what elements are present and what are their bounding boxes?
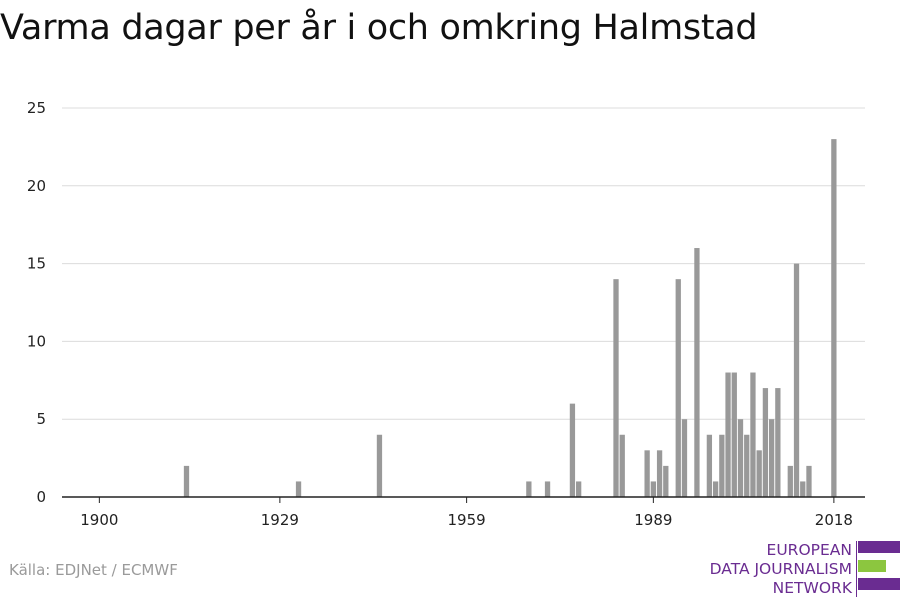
y-tick-label: 25 (27, 99, 46, 117)
bar (650, 481, 657, 497)
x-tick-label: 1929 (261, 511, 299, 529)
bar (675, 279, 681, 497)
y-tick-label: 5 (36, 410, 46, 428)
bar (569, 403, 576, 497)
y-tick-label: 20 (27, 177, 46, 195)
logo-line-1: EUROPEAN (766, 541, 852, 559)
x-axis (62, 496, 865, 503)
bar (681, 419, 688, 497)
bar (295, 481, 302, 497)
x-tick-label: 1989 (634, 511, 672, 529)
bar (762, 388, 769, 497)
y-tick-label: 0 (36, 488, 46, 506)
bar (183, 465, 190, 497)
x-axis-tick-labels: 1900 1929 1959 1989 2018 (80, 511, 853, 529)
bar (775, 388, 781, 497)
y-tick-label: 15 (27, 255, 46, 273)
y-tick-label: 10 (27, 332, 46, 350)
logo-line-3: NETWORK (772, 579, 852, 597)
bar (656, 450, 663, 497)
bar (744, 434, 750, 497)
bar (694, 248, 700, 497)
bar (768, 419, 775, 497)
logo-bar-top (858, 541, 900, 553)
bar (613, 279, 619, 497)
bar (806, 465, 812, 497)
gridlines (62, 107, 865, 420)
bar (376, 434, 383, 497)
bar (831, 139, 837, 497)
bar (663, 465, 669, 497)
chart-title: Varma dagar per år i och omkring Halmsta… (0, 8, 758, 48)
bar (756, 450, 762, 497)
logo-text: EUROPEAN DATA JOURNALISM NETWORK (710, 541, 852, 598)
bar (706, 434, 713, 497)
logo-bar-middle (858, 560, 900, 572)
logo-divider (856, 541, 857, 597)
edjnet-logo[interactable]: EUROPEAN DATA JOURNALISM NETWORK (700, 541, 900, 597)
bar (737, 419, 744, 497)
x-tick-label: 2018 (815, 511, 853, 529)
bar (644, 450, 650, 497)
y-axis-tick-labels: 0 5 10 15 20 25 (27, 99, 46, 506)
bar (750, 372, 756, 497)
x-tick-label: 1959 (448, 511, 486, 529)
bar (619, 434, 625, 497)
bar (725, 372, 731, 497)
bar (712, 481, 719, 497)
bar (576, 481, 582, 497)
bar (731, 372, 737, 497)
logo-line-2: DATA JOURNALISM (709, 560, 852, 578)
bar (793, 263, 800, 497)
bar (800, 481, 806, 497)
bar (719, 434, 725, 497)
x-tick-label: 1900 (80, 511, 118, 529)
logo-bar-bottom (858, 578, 900, 590)
bars (183, 139, 837, 497)
bar (526, 481, 532, 497)
bar (544, 481, 551, 497)
source-note: Källa: EDJNet / ECMWF (9, 561, 178, 579)
bar (787, 465, 793, 497)
